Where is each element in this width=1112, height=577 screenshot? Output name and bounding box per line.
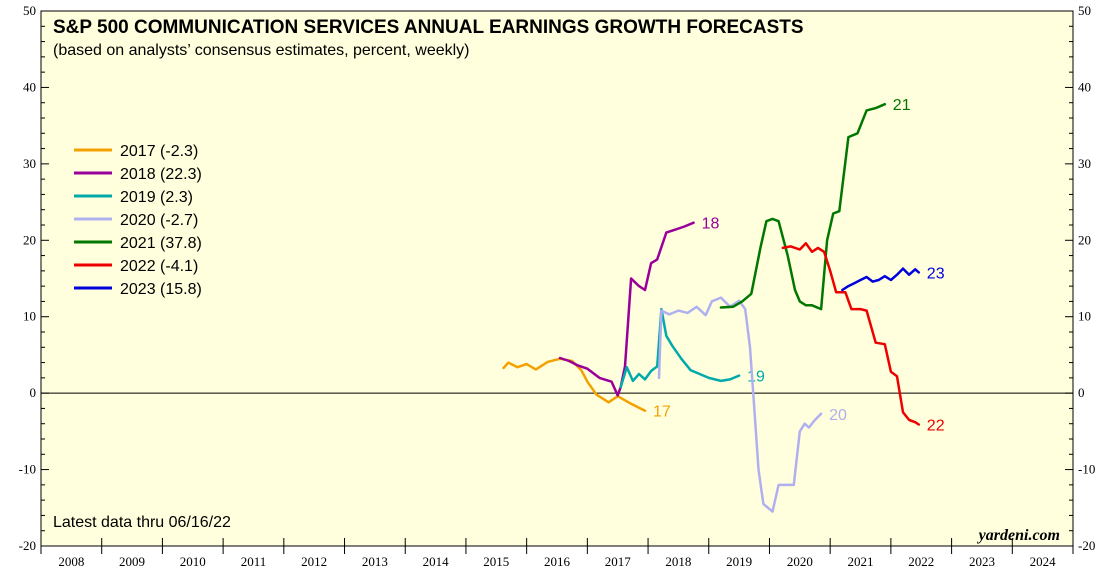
chart-title: S&P 500 COMMUNICATION SERVICES ANNUAL EA…	[53, 17, 804, 38]
y-tick-label-right: 20	[1078, 232, 1091, 247]
x-tick-label: 2015	[483, 554, 509, 569]
legend-entry-18: 2018 (22.3)	[120, 166, 202, 183]
y-tick-label-right: -10	[1078, 462, 1095, 477]
series-line-23	[841, 267, 921, 292]
x-tick-label: 2016	[544, 554, 571, 569]
y-tick-label-left: 30	[23, 156, 36, 171]
y-tick-label-right: -20	[1078, 538, 1095, 553]
x-tick-label: 2019	[726, 554, 752, 569]
x-tick-label: 2023	[969, 554, 995, 569]
series-line-22	[781, 242, 921, 426]
series-end-label-23: 23	[927, 265, 945, 282]
series-end-label-21: 21	[893, 97, 911, 114]
y-tick-label-left: 40	[23, 79, 36, 94]
x-tick-label: 2014	[423, 554, 450, 569]
x-tick-label: 2024	[1030, 554, 1057, 569]
y-tick-label-left: 10	[23, 309, 36, 324]
y-tick-label-right: 40	[1078, 79, 1091, 94]
series-end-label-22: 22	[927, 417, 945, 434]
series-end-label-19: 19	[747, 369, 765, 386]
legend-entry-23: 2023 (15.8)	[120, 281, 202, 298]
x-tick-label: 2010	[180, 554, 206, 569]
x-tick-label: 2018	[665, 554, 691, 569]
y-tick-label-left: 0	[30, 385, 37, 400]
x-tick-label: 2013	[362, 554, 388, 569]
legend-entry-19: 2019 (2.3)	[120, 189, 193, 206]
series-line-18	[558, 221, 695, 397]
latest-data-note: Latest data thru 06/16/22	[53, 514, 231, 531]
series-line-21	[719, 102, 887, 311]
x-tick-label: 2012	[301, 554, 327, 569]
legend-entry-21: 2021 (37.8)	[120, 235, 202, 252]
x-tick-label: 2017	[605, 554, 632, 569]
series-layer: 17 18 19 20 21 22 23	[502, 97, 945, 513]
y-tick-label-left: 20	[23, 232, 36, 247]
legend-entry-17: 2017 (-2.3)	[120, 143, 198, 160]
legend-entry-20: 2020 (-2.7)	[120, 212, 198, 229]
y-tick-label-right: 30	[1078, 156, 1091, 171]
x-tick-label: 2009	[119, 554, 145, 569]
series-end-label-18: 18	[702, 216, 720, 233]
source-label: yardeni.com	[977, 527, 1060, 544]
x-tick-label: 2021	[848, 554, 874, 569]
series-end-label-20: 20	[829, 407, 847, 424]
series-line-20	[657, 296, 823, 513]
series-line-19	[619, 307, 741, 389]
plot-background	[40, 10, 1074, 547]
y-tick-label-left: 50	[23, 3, 36, 18]
series-end-label-17: 17	[653, 404, 671, 421]
x-tick-label: 2022	[908, 554, 934, 569]
y-tick-label-right: 0	[1078, 385, 1085, 400]
x-tick-label: 2011	[241, 554, 267, 569]
legend: 2017 (-2.3) 2018 (22.3) 2019 (2.3) 2020 (-2…	[74, 143, 202, 298]
y-tick-label-left: -20	[19, 538, 36, 553]
y-tick-label-right: 50	[1078, 3, 1091, 18]
y-tick-label-right: 10	[1078, 309, 1091, 324]
y-tick-label-left: -10	[19, 462, 36, 477]
legend-entry-22: 2022 (-4.1)	[120, 258, 198, 275]
x-tick-label: 2020	[787, 554, 813, 569]
x-tick-label: 2008	[58, 554, 84, 569]
chart-subtitle: (based on analysts’ consensus estimates,…	[53, 42, 470, 59]
